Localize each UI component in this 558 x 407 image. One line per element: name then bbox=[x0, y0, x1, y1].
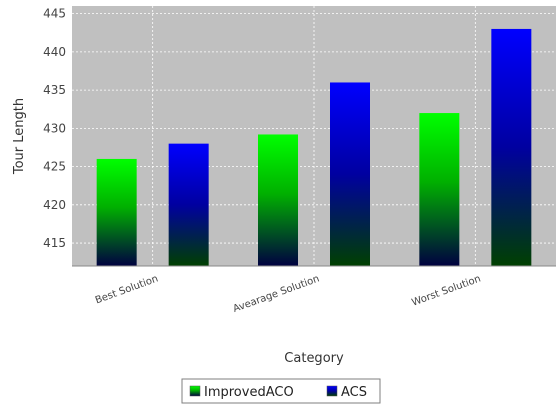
y-tick-label: 445 bbox=[43, 7, 66, 21]
bar-improvedaco bbox=[258, 134, 298, 266]
x-tick-label: Worst Solution bbox=[410, 273, 482, 308]
bar-acs bbox=[168, 143, 209, 266]
bar-acs bbox=[491, 28, 532, 266]
x-tick-label: Avearage Solution bbox=[232, 273, 321, 314]
legend-box bbox=[181, 378, 381, 404]
legend-label-improvedaco: ImprovedACO bbox=[204, 385, 294, 400]
y-tick-label: 430 bbox=[43, 121, 66, 135]
legend: ImprovedACO ACS bbox=[181, 378, 381, 404]
y-tick-label: 425 bbox=[43, 160, 66, 174]
gridlines bbox=[72, 6, 556, 266]
y-tick-labels: 415 420 425 430 435 440 445 bbox=[43, 7, 66, 250]
legend-swatch-acs bbox=[326, 385, 338, 397]
bar-acs bbox=[330, 82, 370, 267]
x-axis-title: Category bbox=[284, 351, 344, 366]
bars bbox=[96, 28, 532, 267]
bar-improvedaco bbox=[419, 113, 460, 266]
y-tick-label: 440 bbox=[43, 45, 66, 59]
legend-swatch-improvedaco bbox=[189, 385, 201, 397]
y-tick-label: 415 bbox=[43, 236, 66, 250]
bar-improvedaco bbox=[96, 158, 137, 266]
y-tick-label: 435 bbox=[43, 83, 66, 97]
y-tick-label: 420 bbox=[43, 198, 66, 212]
x-tick-labels: Best Solution Avearage Solution Worst Solu… bbox=[94, 273, 483, 314]
x-tick-label: Best Solution bbox=[94, 273, 160, 306]
legend-label-acs: ACS bbox=[341, 385, 367, 400]
y-axis-title: Tour Length bbox=[12, 98, 27, 175]
